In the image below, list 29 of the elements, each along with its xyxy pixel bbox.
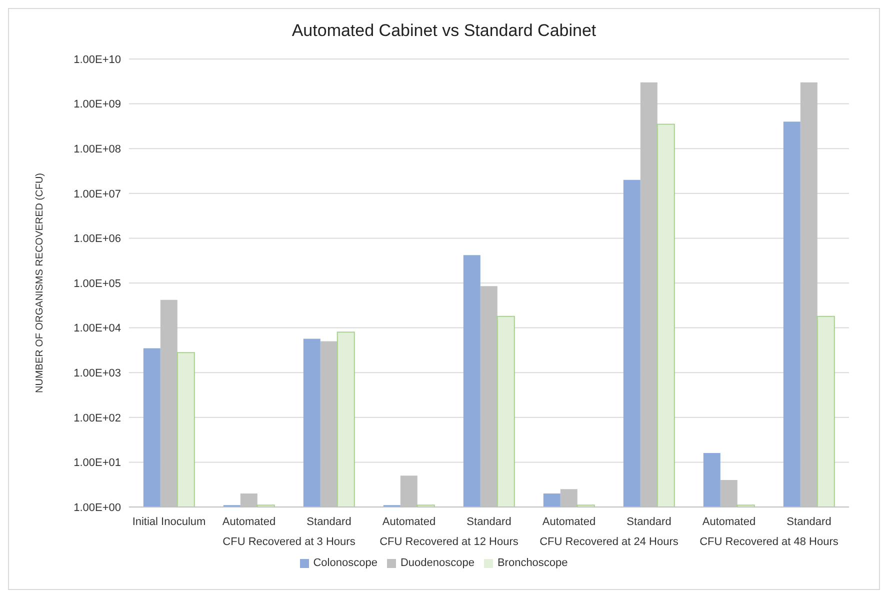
- text: CFU Recovered at 24 Hours: [540, 536, 679, 548]
- legend-label: Colonoscope: [313, 557, 378, 569]
- x-tick-label: Automated: [382, 516, 436, 528]
- x-tick-label: Automated: [542, 516, 596, 528]
- y-tick-label: 1.00E+08: [74, 144, 121, 156]
- y-tick-label: 1.00E+06: [74, 233, 121, 246]
- y-tick-label: 1.00E+00: [74, 502, 121, 514]
- y-tick-label: 1.00E+07: [74, 188, 121, 200]
- x-tick-label: Standard: [306, 516, 352, 528]
- x-tick-label: Initial Inoculum: [132, 516, 206, 528]
- x-tick-label: Automated: [222, 516, 276, 528]
- y-tick-label: 1.00E+09: [74, 98, 121, 111]
- x-tick-label: Standard: [786, 516, 832, 528]
- chart-title: Automated Cabinet vs Standard Cabinet: [290, 21, 598, 41]
- y-tick-label: 1.00E+10: [74, 54, 121, 66]
- y-tick-label: 1.00E+01: [74, 457, 121, 470]
- legend-label: Bronchoscope: [497, 557, 568, 569]
- x-tick-label: Automated: [702, 516, 756, 528]
- x-tick-label: Standard: [626, 516, 672, 528]
- y-tick-label: 1.00E+04: [74, 322, 121, 335]
- y-tick-label: 1.00E+03: [74, 368, 121, 380]
- text: CFU Recovered at 48 Hours: [700, 536, 839, 548]
- text: CFU Recovered at 12 Hours: [380, 536, 519, 548]
- y-tick-label: 1.00E+05: [74, 278, 121, 290]
- x-tick-label: Standard: [466, 516, 512, 528]
- y-tick-label: 1.00E+02: [74, 412, 121, 424]
- y-axis-title: NUMBER OF ORGANISMS RECOVERED (CFU): [34, 172, 46, 394]
- text: CFU Recovered at 3 Hours: [222, 536, 356, 548]
- legend-label: Duodenoscope: [400, 557, 474, 569]
